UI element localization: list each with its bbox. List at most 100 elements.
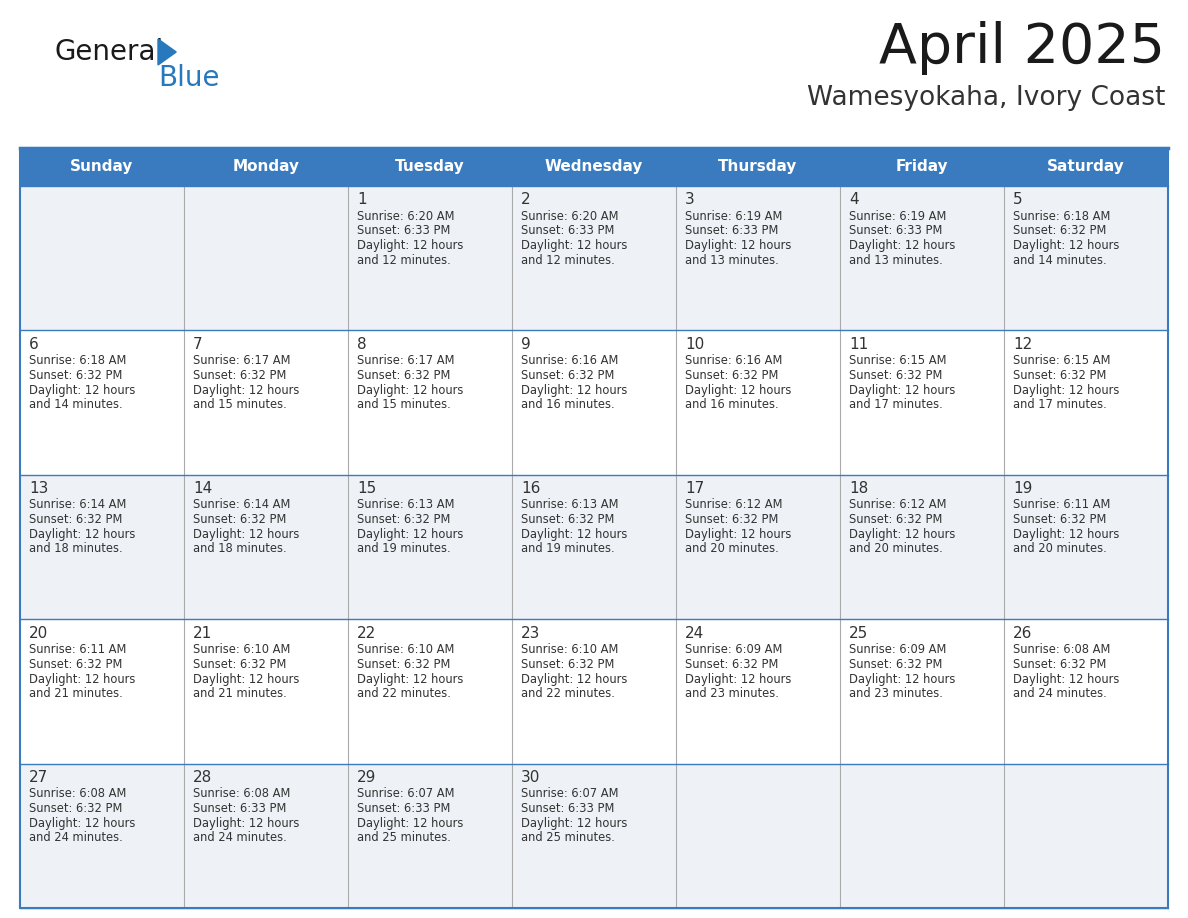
Text: Sunrise: 6:07 AM: Sunrise: 6:07 AM	[358, 787, 455, 800]
Text: 9: 9	[522, 337, 531, 352]
Text: and 21 minutes.: and 21 minutes.	[29, 687, 122, 700]
Text: Daylight: 12 hours: Daylight: 12 hours	[1013, 528, 1119, 542]
Text: 1: 1	[358, 193, 367, 207]
Text: Daylight: 12 hours: Daylight: 12 hours	[358, 384, 463, 397]
Text: Sunrise: 6:08 AM: Sunrise: 6:08 AM	[29, 787, 126, 800]
Text: Sunrise: 6:17 AM: Sunrise: 6:17 AM	[358, 354, 455, 367]
Text: 3: 3	[685, 193, 695, 207]
Text: and 24 minutes.: and 24 minutes.	[192, 831, 286, 844]
Text: Daylight: 12 hours: Daylight: 12 hours	[685, 240, 791, 252]
Text: Daylight: 12 hours: Daylight: 12 hours	[192, 384, 299, 397]
Text: Sunrise: 6:20 AM: Sunrise: 6:20 AM	[358, 209, 455, 222]
Text: 23: 23	[522, 626, 541, 641]
Text: and 23 minutes.: and 23 minutes.	[849, 687, 943, 700]
Text: Sunset: 6:32 PM: Sunset: 6:32 PM	[522, 513, 614, 526]
Text: Sunrise: 6:10 AM: Sunrise: 6:10 AM	[192, 643, 290, 655]
Text: Sunset: 6:32 PM: Sunset: 6:32 PM	[358, 369, 450, 382]
Text: Sunrise: 6:16 AM: Sunrise: 6:16 AM	[685, 354, 783, 367]
Text: Sunday: Sunday	[70, 160, 134, 174]
Polygon shape	[158, 39, 176, 65]
Text: Daylight: 12 hours: Daylight: 12 hours	[358, 673, 463, 686]
Text: Daylight: 12 hours: Daylight: 12 hours	[358, 528, 463, 542]
Text: 28: 28	[192, 770, 213, 785]
Text: and 21 minutes.: and 21 minutes.	[192, 687, 286, 700]
Bar	[20, 330, 1168, 475]
Text: and 25 minutes.: and 25 minutes.	[358, 831, 451, 844]
Text: 26: 26	[1013, 626, 1032, 641]
Text: and 19 minutes.: and 19 minutes.	[522, 543, 614, 555]
Text: and 24 minutes.: and 24 minutes.	[29, 831, 122, 844]
Text: Sunset: 6:32 PM: Sunset: 6:32 PM	[685, 369, 778, 382]
Text: 4: 4	[849, 193, 859, 207]
Text: Sunset: 6:33 PM: Sunset: 6:33 PM	[358, 225, 450, 238]
Text: Sunset: 6:32 PM: Sunset: 6:32 PM	[522, 369, 614, 382]
Text: Daylight: 12 hours: Daylight: 12 hours	[29, 817, 135, 830]
Text: Sunset: 6:32 PM: Sunset: 6:32 PM	[1013, 225, 1106, 238]
Text: Daylight: 12 hours: Daylight: 12 hours	[849, 384, 955, 397]
Text: Sunset: 6:33 PM: Sunset: 6:33 PM	[192, 802, 286, 815]
Text: Sunrise: 6:10 AM: Sunrise: 6:10 AM	[358, 643, 454, 655]
Text: Sunrise: 6:19 AM: Sunrise: 6:19 AM	[685, 209, 783, 222]
Text: Sunrise: 6:08 AM: Sunrise: 6:08 AM	[1013, 643, 1111, 655]
Text: Sunset: 6:32 PM: Sunset: 6:32 PM	[192, 513, 286, 526]
Text: Sunrise: 6:18 AM: Sunrise: 6:18 AM	[29, 354, 126, 367]
Text: Tuesday: Tuesday	[396, 160, 465, 174]
Text: Daylight: 12 hours: Daylight: 12 hours	[192, 817, 299, 830]
Text: Daylight: 12 hours: Daylight: 12 hours	[522, 384, 627, 397]
Text: 7: 7	[192, 337, 203, 352]
Text: Sunset: 6:32 PM: Sunset: 6:32 PM	[1013, 657, 1106, 671]
Text: and 14 minutes.: and 14 minutes.	[1013, 253, 1107, 266]
Bar	[20, 764, 1168, 908]
Text: and 18 minutes.: and 18 minutes.	[29, 543, 122, 555]
Text: and 14 minutes.: and 14 minutes.	[29, 397, 122, 411]
Text: Daylight: 12 hours: Daylight: 12 hours	[29, 528, 135, 542]
Text: Sunrise: 6:12 AM: Sunrise: 6:12 AM	[849, 498, 947, 511]
Text: Thursday: Thursday	[719, 160, 797, 174]
Text: 6: 6	[29, 337, 39, 352]
Text: Sunrise: 6:16 AM: Sunrise: 6:16 AM	[522, 354, 619, 367]
Bar	[20, 148, 1168, 908]
Text: Sunrise: 6:20 AM: Sunrise: 6:20 AM	[522, 209, 619, 222]
Text: Daylight: 12 hours: Daylight: 12 hours	[29, 673, 135, 686]
Text: Sunrise: 6:13 AM: Sunrise: 6:13 AM	[358, 498, 455, 511]
Text: Sunrise: 6:15 AM: Sunrise: 6:15 AM	[849, 354, 947, 367]
Text: and 16 minutes.: and 16 minutes.	[522, 397, 614, 411]
Text: and 25 minutes.: and 25 minutes.	[522, 831, 615, 844]
Text: 15: 15	[358, 481, 377, 497]
Text: 13: 13	[29, 481, 49, 497]
Text: and 16 minutes.: and 16 minutes.	[685, 397, 778, 411]
Text: Sunset: 6:32 PM: Sunset: 6:32 PM	[29, 802, 122, 815]
Text: Sunset: 6:33 PM: Sunset: 6:33 PM	[522, 225, 614, 238]
Bar	[20, 620, 1168, 764]
Text: Sunrise: 6:07 AM: Sunrise: 6:07 AM	[522, 787, 619, 800]
Bar	[20, 148, 1168, 186]
Text: 10: 10	[685, 337, 704, 352]
Text: and 13 minutes.: and 13 minutes.	[849, 253, 943, 266]
Text: and 19 minutes.: and 19 minutes.	[358, 543, 450, 555]
Text: Sunset: 6:32 PM: Sunset: 6:32 PM	[358, 513, 450, 526]
Text: 17: 17	[685, 481, 704, 497]
Text: Sunrise: 6:12 AM: Sunrise: 6:12 AM	[685, 498, 783, 511]
Text: 25: 25	[849, 626, 868, 641]
Text: 8: 8	[358, 337, 367, 352]
Text: Sunset: 6:32 PM: Sunset: 6:32 PM	[1013, 369, 1106, 382]
Text: 19: 19	[1013, 481, 1032, 497]
Text: 16: 16	[522, 481, 541, 497]
Text: and 20 minutes.: and 20 minutes.	[685, 543, 779, 555]
Text: Sunset: 6:33 PM: Sunset: 6:33 PM	[849, 225, 942, 238]
Text: Daylight: 12 hours: Daylight: 12 hours	[849, 240, 955, 252]
Text: Sunset: 6:32 PM: Sunset: 6:32 PM	[29, 657, 122, 671]
Text: Sunset: 6:32 PM: Sunset: 6:32 PM	[29, 369, 122, 382]
Text: Daylight: 12 hours: Daylight: 12 hours	[358, 240, 463, 252]
Text: Sunset: 6:32 PM: Sunset: 6:32 PM	[1013, 513, 1106, 526]
Text: Daylight: 12 hours: Daylight: 12 hours	[522, 528, 627, 542]
Text: Sunset: 6:32 PM: Sunset: 6:32 PM	[849, 369, 942, 382]
Text: and 17 minutes.: and 17 minutes.	[849, 397, 943, 411]
Text: Sunrise: 6:11 AM: Sunrise: 6:11 AM	[29, 643, 126, 655]
Text: Sunset: 6:32 PM: Sunset: 6:32 PM	[849, 513, 942, 526]
Text: Sunset: 6:32 PM: Sunset: 6:32 PM	[192, 369, 286, 382]
Text: Sunrise: 6:09 AM: Sunrise: 6:09 AM	[685, 643, 783, 655]
Text: Daylight: 12 hours: Daylight: 12 hours	[358, 817, 463, 830]
Text: Sunset: 6:32 PM: Sunset: 6:32 PM	[685, 513, 778, 526]
Text: Daylight: 12 hours: Daylight: 12 hours	[29, 384, 135, 397]
